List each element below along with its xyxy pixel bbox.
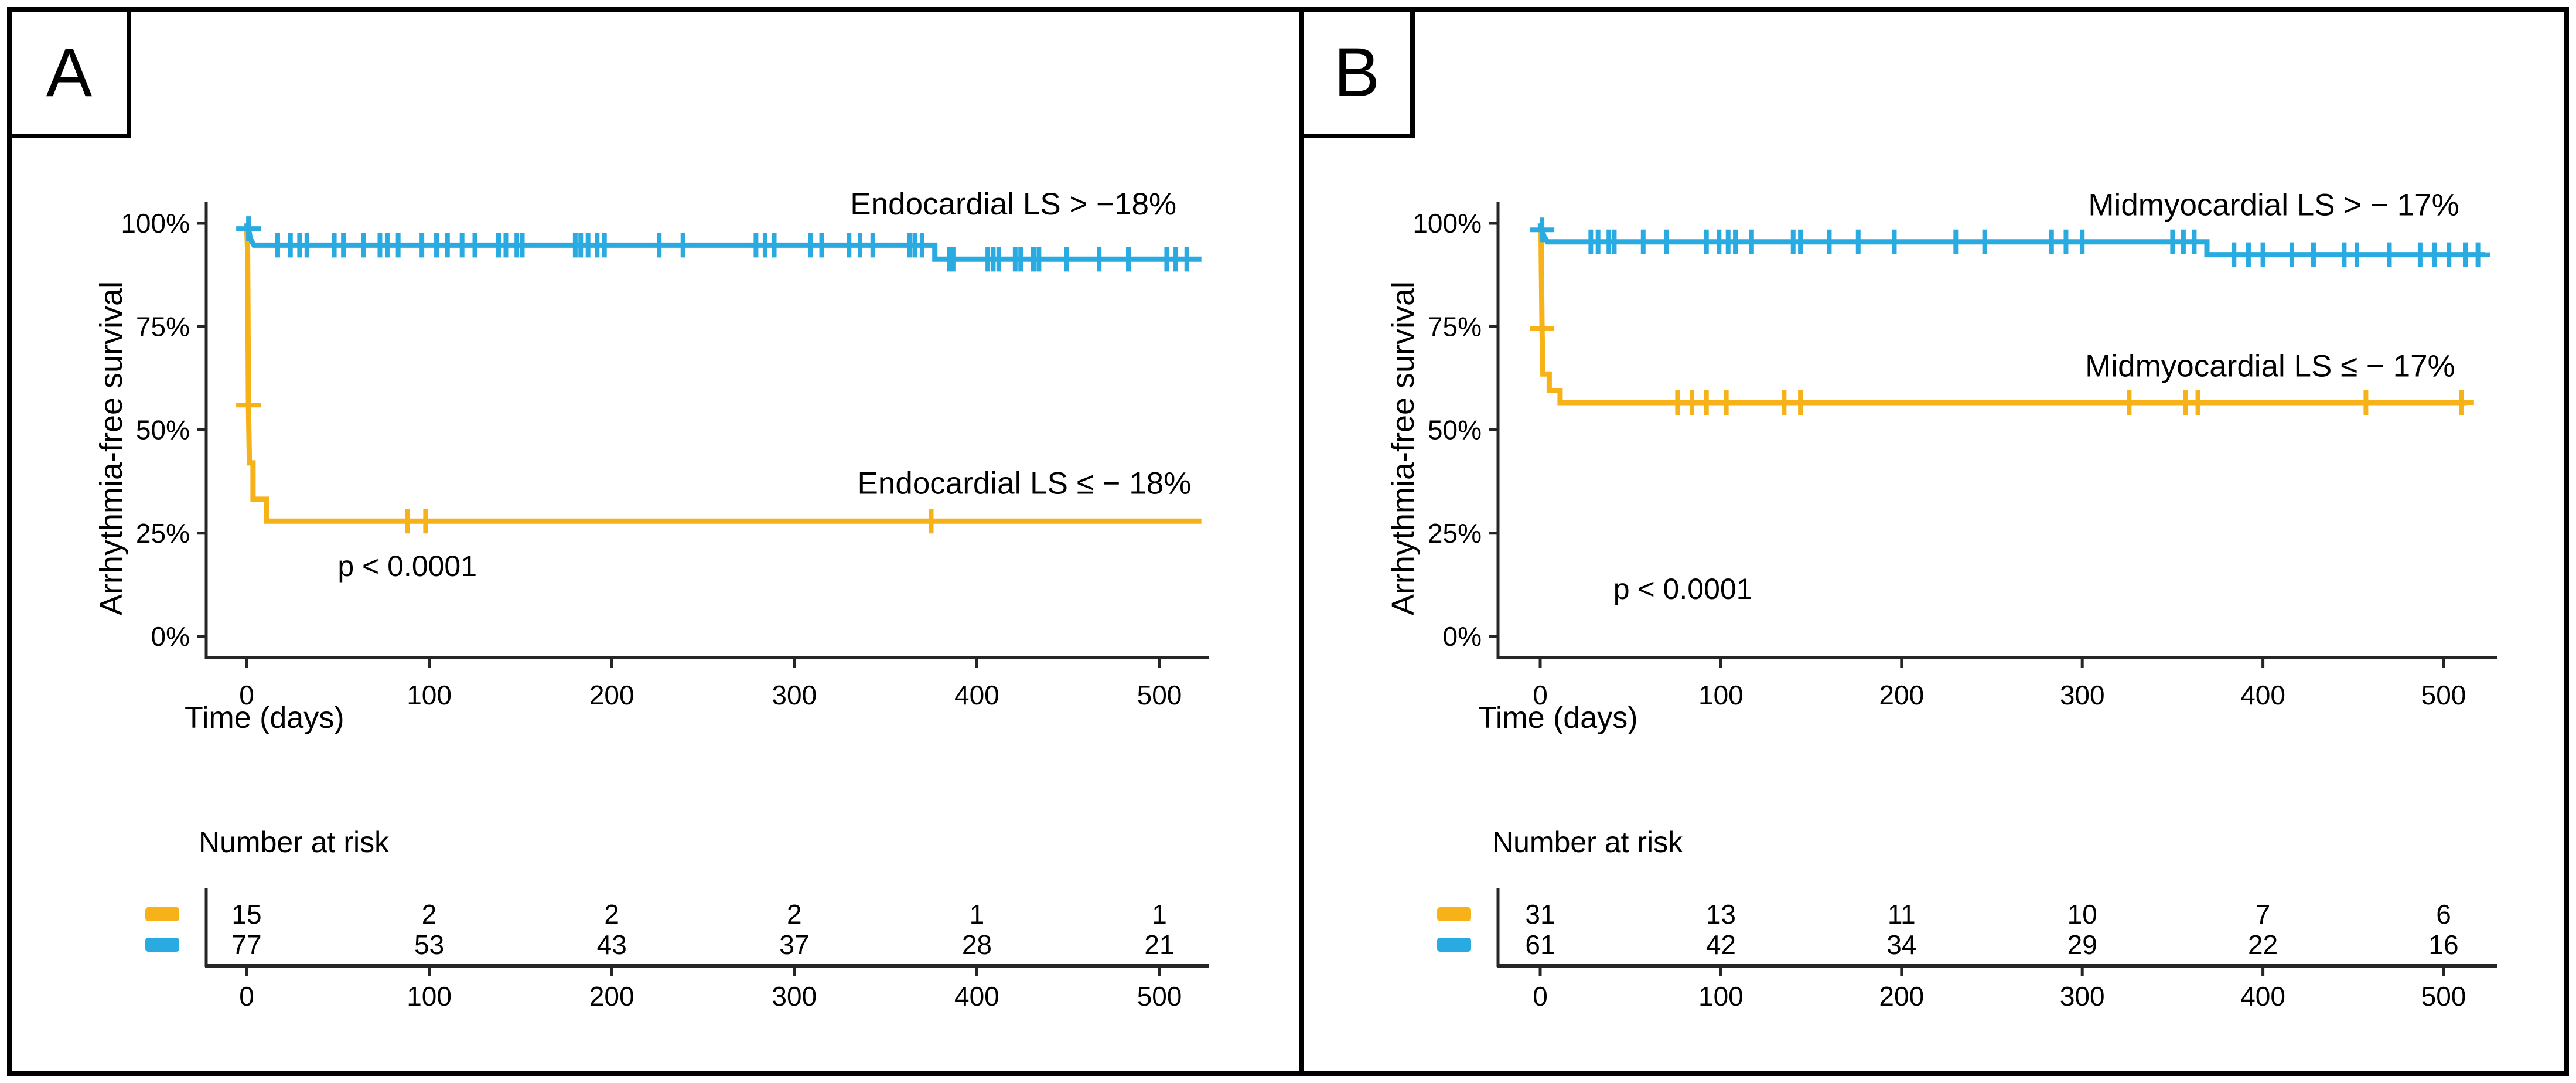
p-value-label: p < 0.0001 [1613, 573, 1753, 605]
figure-border [7, 7, 2569, 1076]
risk-count: 15 [231, 899, 261, 929]
y-tick-label: 75% [1428, 311, 1482, 342]
risk-axis-tick-label: 200 [589, 981, 634, 1012]
risk-axis-tick-label: 0 [1533, 981, 1548, 1012]
x-tick-label: 400 [2240, 680, 2285, 710]
x-tick-label: 300 [772, 680, 817, 710]
x-tick-label: 100 [1698, 680, 1744, 710]
x-axis-title: Time (days) [185, 701, 344, 735]
panel-a-letter: A [46, 34, 93, 111]
risk-axis-tick-label: 400 [954, 981, 999, 1012]
x-tick-label: 500 [1137, 680, 1182, 710]
curve-label: Midmyocardial LS ≤ − 17% [2085, 349, 2455, 383]
risk-count: 28 [962, 929, 992, 960]
panel-divider [1299, 7, 1304, 1076]
risk-count: 1 [970, 899, 985, 929]
curve-label: Endocardial LS ≤ − 18% [858, 466, 1192, 501]
y-tick-label: 100% [1412, 208, 1482, 239]
y-tick-label: 25% [1428, 518, 1482, 549]
risk-row-swatch [1437, 907, 1471, 921]
y-tick-label: 50% [136, 415, 190, 445]
x-axis-title: Time (days) [1478, 701, 1638, 735]
curve-label: Midmyocardial LS > − 17% [2088, 188, 2459, 222]
risk-count: 21 [1144, 929, 1174, 960]
panel-b-letter: B [1333, 34, 1380, 111]
panel-b-letter-box: B [1299, 7, 1415, 138]
risk-axis-tick-label: 100 [1698, 981, 1744, 1012]
risk-count: 37 [779, 929, 809, 960]
risk-axis-tick-label: 100 [407, 981, 452, 1012]
p-value-label: p < 0.0001 [337, 550, 477, 583]
y-tick-label: 50% [1428, 415, 1482, 445]
risk-count: 2 [604, 899, 619, 929]
risk-count: 10 [2067, 899, 2097, 929]
x-tick-label: 0 [239, 680, 254, 710]
risk-count: 2 [787, 899, 802, 929]
survival-curve [244, 222, 1202, 262]
y-tick-label: 100% [121, 208, 190, 239]
risk-count: 7 [2256, 899, 2271, 929]
risk-count: 22 [2248, 929, 2278, 960]
risk-count: 29 [2067, 929, 2097, 960]
risk-axis-tick-label: 400 [2240, 981, 2285, 1012]
risk-count: 34 [1886, 929, 1916, 960]
x-tick-label: 100 [407, 680, 452, 710]
y-axis-title: Arrhythmia-free survival [94, 281, 129, 615]
risk-count: 6 [2436, 899, 2451, 929]
risk-row-swatch [145, 907, 179, 921]
survival-curve [1537, 223, 2468, 406]
y-tick-label: 75% [136, 311, 190, 342]
risk-axis-tick-label: 200 [1879, 981, 1924, 1012]
risk-axis-tick-label: 300 [2060, 981, 2105, 1012]
x-tick-label: 200 [589, 680, 634, 710]
x-tick-label: 400 [954, 680, 999, 710]
risk-count: 2 [422, 899, 437, 929]
risk-count: 53 [414, 929, 444, 960]
risk-count: 16 [2428, 929, 2458, 960]
risk-count: 77 [231, 929, 261, 960]
risk-axis-tick-label: 500 [2421, 981, 2466, 1012]
x-tick-label: 0 [1533, 680, 1548, 710]
risk-count: 1 [1152, 899, 1167, 929]
risk-row-swatch [145, 938, 179, 952]
risk-count: 13 [1706, 899, 1736, 929]
risk-count: 43 [597, 929, 627, 960]
y-tick-label: 0% [1443, 621, 1482, 652]
risk-table-title: Number at risk [1492, 826, 1683, 859]
risk-axis-tick-label: 500 [1137, 981, 1182, 1012]
y-tick-label: 0% [151, 621, 190, 652]
y-tick-label: 25% [136, 518, 190, 549]
risk-axis-tick-label: 0 [239, 981, 254, 1012]
risk-count: 61 [1525, 929, 1555, 960]
y-axis-title: Arrhythmia-free survival [1386, 281, 1421, 615]
survival-curve [244, 223, 1202, 524]
x-tick-label: 200 [1879, 680, 1924, 710]
panel-a-letter-box: A [7, 7, 131, 138]
panel-b: 100%75%50%25%0%0 100 200 300 400 500Arrhythmi… [1386, 188, 2497, 1012]
risk-table: Number at risk 31 13 11 10 7 6 61 42 34 29 22 16 0 100… [1437, 826, 2497, 1012]
risk-count: 11 [1888, 899, 1916, 929]
x-tick-label: 300 [2060, 680, 2105, 710]
risk-table-title: Number at risk [199, 826, 390, 859]
x-tick-label: 500 [2421, 680, 2466, 710]
risk-count: 42 [1706, 929, 1736, 960]
risk-count: 31 [1525, 899, 1555, 929]
risk-axis-tick-label: 300 [772, 981, 817, 1012]
panel-a: 100% 75% 50% 25% 0% 0 100 200 300 400 500 Arrhythmi… [94, 187, 1209, 1012]
curve-label: Endocardial LS > −18% [850, 187, 1176, 222]
risk-row-swatch [1437, 938, 1471, 952]
